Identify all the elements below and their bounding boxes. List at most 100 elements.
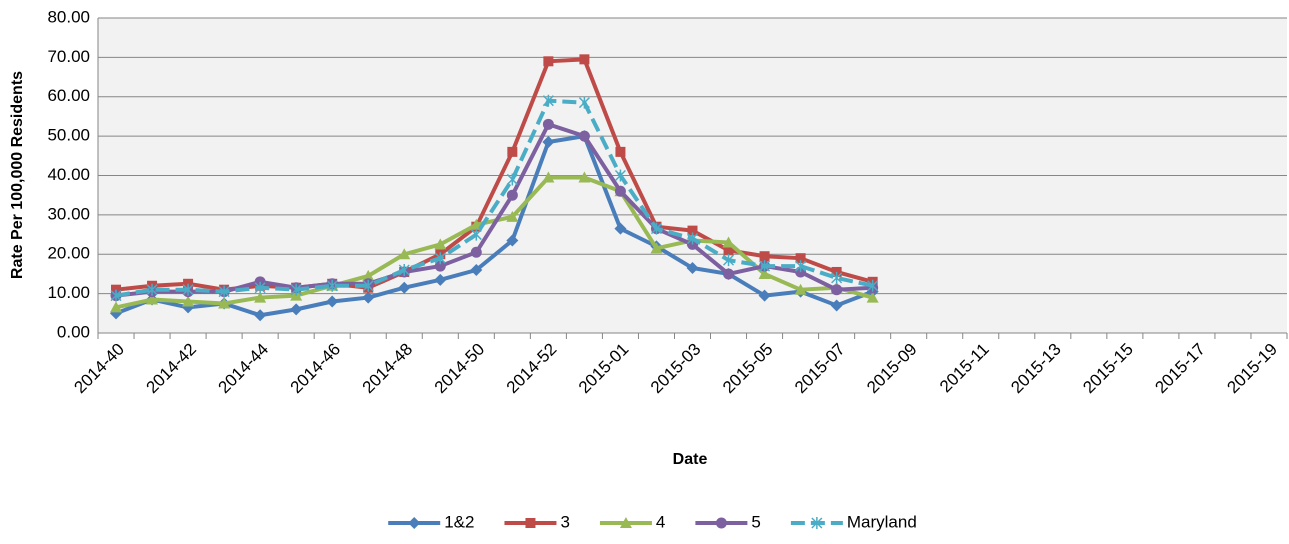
x-tick-label: 2014-50 (431, 340, 489, 398)
x-tick-label: 2015-09 (863, 340, 921, 398)
marker (434, 238, 447, 250)
marker (830, 299, 843, 312)
legend-label: 5 (751, 512, 760, 531)
x-tick-label: 2015-11 (936, 340, 993, 397)
marker (723, 245, 734, 256)
marker (686, 232, 699, 245)
x-tick-label: 2015-19 (1223, 340, 1281, 398)
marker (715, 517, 727, 529)
legend: 1&2 3 4 5 Maryland (388, 512, 917, 531)
marker (579, 54, 590, 65)
marker (398, 281, 411, 294)
x-tick-label: 2014-46 (287, 340, 345, 398)
marker (362, 291, 375, 304)
x-tick-label: 2015-15 (1079, 340, 1137, 398)
marker (794, 283, 807, 295)
marker (795, 260, 807, 273)
marker (326, 279, 338, 292)
marker (831, 271, 843, 284)
marker (578, 96, 590, 109)
series (110, 94, 879, 302)
marker (615, 146, 626, 157)
x-tick-label: 2014-52 (503, 340, 561, 398)
marker (362, 279, 374, 292)
y-tick-label: 0.00 (57, 322, 90, 341)
marker (543, 56, 554, 67)
marker (218, 297, 231, 309)
marker (542, 118, 554, 130)
marker (866, 291, 879, 303)
marker (542, 94, 554, 107)
legend-label: 1&2 (444, 512, 474, 531)
marker (867, 279, 879, 292)
marker (254, 291, 267, 303)
marker (614, 222, 627, 235)
marker (470, 246, 482, 258)
x-tick-label: 2014-42 (143, 340, 201, 398)
x-tick-label: 2014-44 (215, 340, 273, 398)
marker (758, 289, 771, 302)
x-tick-label: 2015-03 (647, 340, 705, 398)
y-tick-label: 40.00 (47, 165, 90, 184)
y-axis-title: Rate Per 100,000 Residents (9, 71, 26, 279)
marker (722, 254, 735, 267)
series-line (115, 134, 874, 318)
y-tick-label: 80.00 (47, 7, 90, 26)
marker (578, 130, 590, 142)
marker (542, 171, 555, 183)
marker (650, 242, 663, 254)
marker (723, 268, 735, 280)
x-tick-label: 2015-05 (719, 340, 777, 398)
marker (182, 283, 194, 296)
x-axis-title: Date (673, 451, 708, 468)
marker (254, 281, 266, 294)
marker (686, 262, 699, 275)
marker (326, 295, 339, 308)
y-tick-label: 70.00 (47, 47, 90, 66)
marker (290, 283, 302, 296)
marker (614, 169, 626, 182)
marker (722, 236, 735, 248)
x-tick-label: 2014-40 (70, 340, 128, 398)
y-tick-label: 30.00 (47, 204, 90, 223)
legend-label: Maryland (847, 512, 917, 531)
marker (362, 269, 375, 281)
x-tick-label: 2015-13 (1007, 340, 1065, 398)
series-line (115, 98, 874, 298)
marker (831, 284, 843, 296)
marker (146, 293, 159, 305)
marker (182, 295, 195, 307)
marker (614, 185, 626, 197)
marker (434, 273, 447, 286)
marker (434, 260, 446, 272)
x-tick-label: 2015-07 (791, 340, 849, 398)
marker (110, 301, 123, 313)
marker (619, 517, 632, 528)
y-tick-label: 20.00 (47, 244, 90, 263)
marker (687, 225, 698, 236)
marker (542, 136, 555, 149)
marker (759, 260, 771, 273)
marker (110, 289, 122, 302)
y-tick-label: 50.00 (47, 126, 90, 145)
y-tick-label: 60.00 (47, 86, 90, 105)
marker (398, 264, 410, 276)
x-tick-label: 2015-01 (575, 340, 633, 398)
marker (218, 285, 230, 298)
x-tick-label: 2015-17 (1151, 340, 1209, 398)
marker (506, 173, 518, 186)
marker (578, 171, 591, 183)
marker (506, 210, 519, 222)
marker (506, 234, 519, 247)
marker (254, 309, 267, 322)
marker (470, 228, 482, 241)
x-tick-label: 2014-48 (359, 340, 417, 398)
marker (434, 252, 446, 265)
marker (650, 222, 663, 235)
y-tick-label: 10.00 (47, 283, 90, 302)
marker (290, 303, 303, 316)
marker (470, 264, 483, 276)
marker (759, 251, 770, 262)
